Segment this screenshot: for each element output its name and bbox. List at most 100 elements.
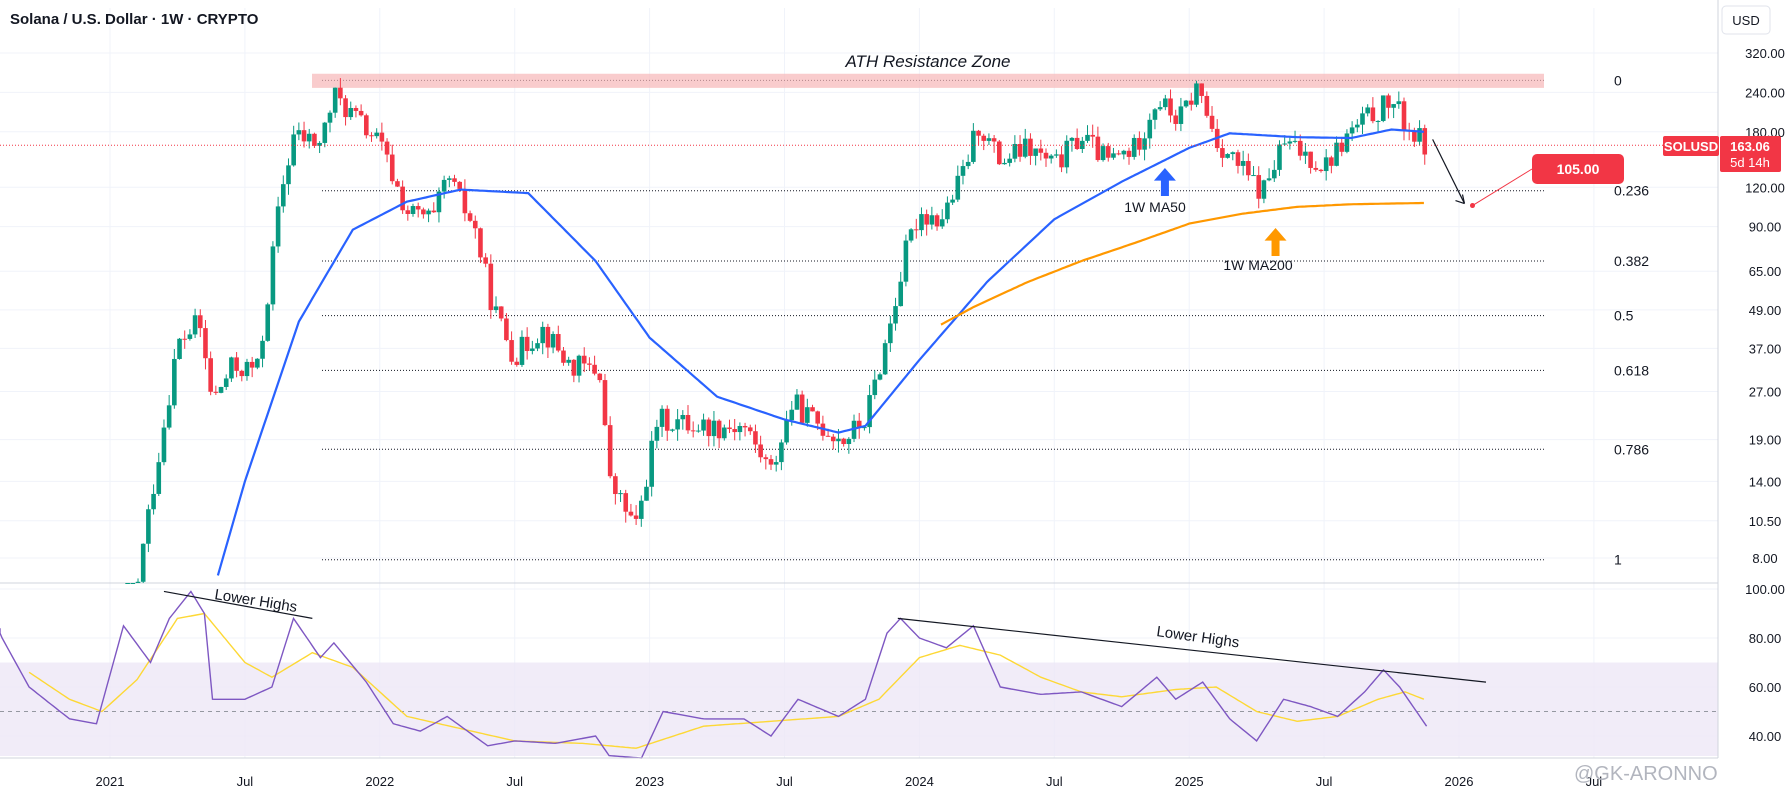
candle-body [478, 228, 483, 258]
candle-body [986, 138, 992, 141]
candle-body [1069, 137, 1075, 141]
time-axis-tick: Jul [1316, 774, 1333, 789]
candle-body [727, 427, 732, 430]
candle-body [421, 209, 426, 215]
candle-body [929, 215, 935, 225]
candle-body [903, 240, 909, 282]
currency-button[interactable]: USD [1721, 5, 1771, 35]
candle-body [1261, 180, 1267, 199]
fib-level-label: 0.382 [1614, 253, 1649, 269]
candle-body [296, 130, 302, 135]
candle-body [172, 358, 177, 406]
candle-body [664, 408, 670, 431]
candle-body [939, 219, 945, 227]
candle-body [696, 430, 701, 432]
candle-body [166, 405, 172, 428]
time-axis-tick: Jul [1046, 774, 1063, 789]
fib-level-label: 0.786 [1614, 441, 1649, 457]
fib-level-label: 0.5 [1614, 308, 1634, 324]
candle-body [1334, 142, 1339, 166]
candle-body [805, 407, 810, 423]
candle-body [436, 191, 442, 213]
candle-body [1022, 138, 1028, 157]
candle-body [779, 442, 784, 463]
candle-body [607, 425, 613, 477]
candle-body [841, 438, 846, 445]
candle-body [867, 395, 872, 428]
candle-body [364, 115, 369, 136]
candle-body [1292, 140, 1298, 142]
candle-body [862, 427, 867, 429]
candle-body [799, 394, 805, 423]
ma-layer [0, 128, 1718, 576]
candle-body [457, 181, 463, 189]
candle-body [498, 306, 504, 319]
candle-body [203, 328, 208, 359]
candle-body [1038, 148, 1044, 153]
candle-body [1360, 113, 1365, 125]
candle-body [1183, 100, 1189, 107]
candle-body [810, 407, 815, 412]
candle-body [301, 130, 307, 142]
candle-body [732, 429, 737, 433]
candle-body [1163, 98, 1168, 108]
fib-level-label: 0.236 [1614, 183, 1649, 199]
candle-body [1157, 107, 1163, 110]
projection-arrow-head [1455, 194, 1466, 205]
candle-body [156, 462, 162, 494]
candle-body [1168, 98, 1173, 116]
candle-body [249, 361, 255, 368]
candle-body [965, 161, 971, 167]
candle-body [913, 229, 919, 231]
candle-body [187, 334, 193, 339]
candle-body [1116, 153, 1121, 155]
candle-body [1240, 161, 1246, 166]
candle-body [638, 500, 644, 519]
rsi-line [0, 590, 1428, 759]
candle-body [135, 581, 141, 583]
candle-body [830, 436, 836, 442]
candle-body [1054, 154, 1059, 156]
candle-body [971, 130, 976, 162]
candle-body [747, 427, 753, 432]
candle-body [1230, 152, 1236, 155]
candle-body [405, 210, 411, 214]
candle-body [882, 343, 888, 375]
ath-zone-label: ATH Resistance Zone [844, 52, 1010, 71]
price-axis-tick: 240.00 [1745, 85, 1785, 100]
candle-body [1080, 140, 1085, 149]
candle-body [592, 364, 597, 374]
time-axis-tick: Jul [237, 774, 254, 789]
time-axis-tick: Jul [776, 774, 793, 789]
candle-body [685, 415, 691, 431]
time-axis-tick: 2021 [96, 774, 125, 789]
price-badge-price: 163.06 [1730, 139, 1770, 154]
candle-body [1137, 137, 1142, 150]
candle-body [447, 178, 452, 180]
candle-body [758, 444, 763, 458]
candle-body [389, 154, 395, 182]
candle-body [182, 338, 188, 340]
candle-body [265, 304, 271, 341]
candle-body [327, 112, 333, 123]
price-axis-tick: 19.00 [1749, 433, 1782, 448]
candle-body [571, 359, 577, 376]
candle-body [716, 420, 722, 439]
candle-body [872, 379, 878, 396]
candle-body [415, 206, 421, 210]
candle-body [1401, 101, 1407, 130]
currency-button-label: USD [1732, 13, 1759, 28]
candle-body [1111, 153, 1116, 158]
fib-layer: 0 0.236 0.382 0.5 0.618 0.786 1 [322, 72, 1649, 568]
candle-body [1220, 148, 1225, 158]
candle-body [1422, 128, 1428, 155]
target-badge: 105.00 [1532, 154, 1624, 184]
candle-body [1142, 138, 1147, 150]
candle-body [753, 431, 758, 445]
candle-body [1282, 143, 1287, 145]
candle-body [239, 370, 245, 377]
candle-body [1048, 155, 1054, 159]
candle-body [1209, 115, 1215, 129]
candle-body [1178, 106, 1184, 124]
